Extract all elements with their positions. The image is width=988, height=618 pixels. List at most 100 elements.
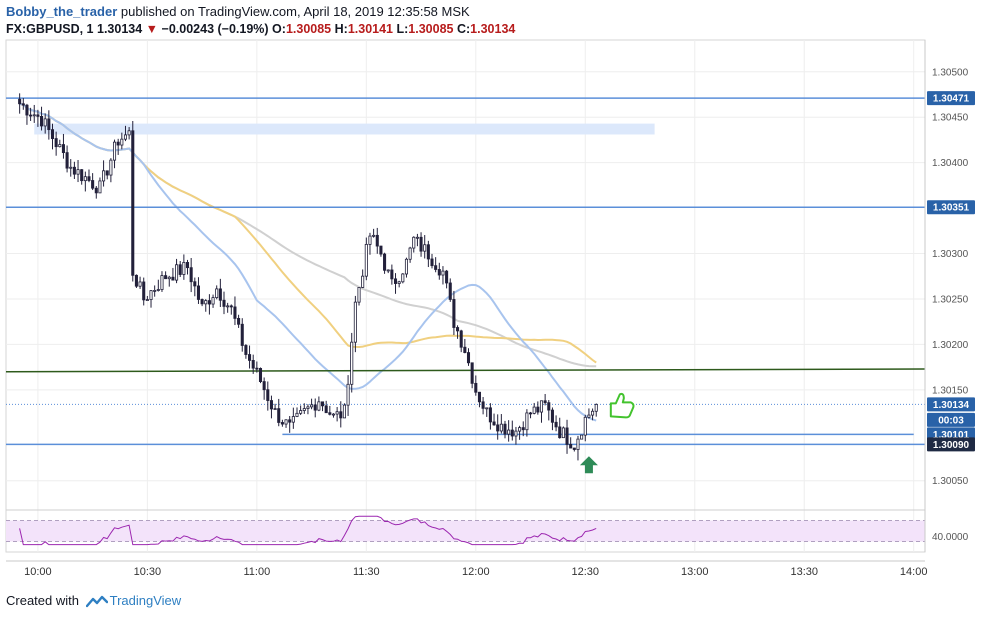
- candle-body: [514, 430, 518, 437]
- y-tick-label: 1.30450: [932, 113, 969, 124]
- candle-body: [18, 98, 22, 105]
- candle-body: [43, 118, 47, 127]
- candle-body: [434, 265, 438, 270]
- x-tick-label: 13:30: [790, 566, 818, 578]
- candle-body: [503, 423, 507, 435]
- candle-body: [477, 391, 481, 403]
- candle-body: [386, 269, 390, 272]
- candle-body: [215, 288, 219, 299]
- candle-body: [485, 407, 489, 410]
- candle-body: [80, 169, 84, 182]
- candle-body: [182, 262, 186, 275]
- candle-body: [591, 410, 595, 416]
- candle-body: [419, 236, 423, 252]
- candle-body: [262, 381, 266, 391]
- candle-body: [554, 421, 558, 428]
- candle-body: [237, 317, 241, 325]
- candle-body: [550, 409, 554, 423]
- last-price: 1.30134: [97, 22, 143, 36]
- price-tag-bg: [927, 91, 975, 106]
- candle-body: [496, 424, 500, 432]
- candle-body: [536, 406, 540, 413]
- candle-body: [569, 443, 573, 449]
- price-chart[interactable]: 1.30500 1.30450 1.30400 1.30300 1.30250 1.302…: [0, 0, 988, 590]
- candle-body: [291, 416, 295, 423]
- candle-body: [127, 130, 131, 136]
- candle-body: [525, 412, 529, 431]
- candle-body: [25, 104, 29, 116]
- candle-body: [167, 276, 171, 280]
- published-text: published on TradingView.com, April 18, …: [120, 4, 470, 19]
- candle-body: [404, 258, 408, 275]
- low-value: 1.30085: [408, 22, 454, 36]
- candle-body: [539, 400, 544, 413]
- candle-body: [346, 383, 350, 406]
- candle-body: [160, 275, 164, 290]
- axes: 1.30500 1.30450 1.30400 1.30300 1.30250 1.302…: [6, 40, 975, 578]
- candle-body: [594, 404, 598, 412]
- candle-body: [244, 345, 248, 355]
- candle-body: [123, 134, 128, 140]
- author-name[interactable]: Bobby_the_trader: [6, 4, 118, 19]
- candle-body: [437, 269, 441, 276]
- candle-body: [76, 169, 80, 175]
- candle-body: [426, 244, 430, 260]
- candle-body: [532, 406, 536, 414]
- candle-body: [466, 352, 471, 364]
- candle-body: [145, 299, 149, 301]
- candle-body: [277, 408, 281, 423]
- candle-body: [310, 404, 314, 408]
- y-tick-label: 1.30050: [932, 476, 969, 487]
- candle-body: [324, 405, 328, 414]
- candle-body: [321, 401, 325, 407]
- candle-body: [21, 103, 25, 106]
- candle-body: [171, 276, 175, 281]
- candle-body: [32, 114, 36, 117]
- candle-body: [397, 281, 401, 284]
- price-tag-label: 1.30090: [933, 440, 970, 451]
- candle-body: [357, 287, 361, 303]
- candle-body: [470, 362, 474, 384]
- candle-body: [299, 410, 303, 414]
- candle-body: [196, 285, 200, 300]
- candle-body: [102, 170, 106, 182]
- down-arrow-icon: ▼: [145, 22, 159, 36]
- candle-body: [269, 400, 273, 410]
- candle-body: [91, 180, 95, 189]
- candle-body: [72, 166, 76, 175]
- candle-body: [379, 245, 383, 255]
- open-value: 1.30085: [285, 22, 332, 36]
- candle-body: [193, 281, 197, 287]
- price-tag-bg: [927, 412, 975, 427]
- candle-body: [185, 262, 190, 269]
- candle-body: [222, 299, 226, 307]
- candle-body: [518, 427, 522, 432]
- candle-body: [87, 176, 91, 181]
- horizontal-levels[interactable]: [5, 97, 926, 446]
- y-tick-label: 1.30150: [932, 385, 969, 396]
- up-arrow-icon: [579, 456, 598, 474]
- tradingview-brand[interactable]: TradingView: [109, 593, 182, 608]
- candle-body: [142, 281, 146, 301]
- rsi-line: [19, 515, 597, 546]
- candle-body: [456, 327, 460, 332]
- candle-body: [229, 305, 233, 308]
- price-tag-bg: [927, 397, 975, 412]
- y-tick-label: 1.30250: [932, 294, 969, 305]
- candle-body: [149, 290, 153, 300]
- x-tick-label: 10:30: [134, 566, 162, 578]
- candle-body: [61, 144, 65, 154]
- candle-body: [445, 270, 449, 284]
- candle-body: [251, 359, 255, 369]
- candle-body: [204, 300, 208, 305]
- candle-body: [306, 406, 310, 409]
- x-tick-label: 13:00: [681, 566, 709, 578]
- candle-body: [138, 281, 142, 287]
- candle-body: [492, 421, 496, 426]
- candle-body: [105, 170, 109, 176]
- candle-body: [372, 234, 376, 237]
- candle-body: [587, 414, 591, 418]
- candle-body: [430, 258, 434, 267]
- trend-line: [5, 368, 926, 373]
- candle-body: [448, 282, 452, 300]
